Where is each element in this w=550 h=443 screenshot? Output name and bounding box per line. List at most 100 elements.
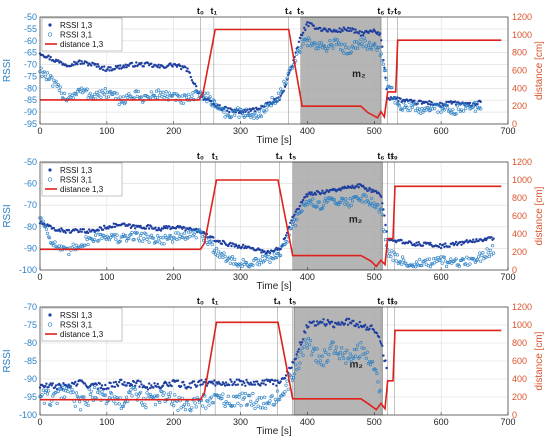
data-point	[47, 236, 52, 240]
data-point	[253, 110, 257, 114]
data-point	[108, 89, 113, 93]
data-point	[95, 65, 98, 68]
data-point	[70, 93, 74, 98]
data-point	[158, 240, 162, 244]
data-point	[414, 244, 417, 247]
data-point	[66, 389, 70, 394]
data-point	[195, 85, 198, 88]
data-point	[426, 101, 429, 104]
event-label: t₆	[377, 296, 384, 306]
data-point	[262, 402, 266, 406]
data-point	[448, 108, 452, 112]
data-point	[311, 197, 315, 201]
data-point	[320, 206, 325, 210]
data-point	[73, 382, 76, 386]
data-point	[198, 90, 203, 94]
data-point	[124, 239, 129, 243]
x-tick-label: 500	[367, 417, 382, 427]
data-point	[117, 402, 121, 406]
data-point	[80, 86, 84, 90]
data-point	[324, 196, 328, 200]
data-point	[98, 232, 102, 237]
data-point	[268, 380, 272, 384]
data-point	[74, 92, 78, 97]
data-point	[249, 115, 253, 119]
data-point	[336, 323, 339, 326]
data-point	[365, 328, 368, 331]
data-point	[263, 110, 267, 114]
data-point	[209, 395, 213, 399]
data-point	[314, 193, 318, 196]
data-point	[55, 387, 59, 391]
data-point	[260, 254, 265, 258]
data-point	[322, 318, 325, 321]
data-point	[359, 34, 363, 37]
shaded-region-label: m₂	[352, 69, 365, 80]
data-point	[307, 24, 310, 28]
data-point	[166, 227, 169, 230]
data-point	[53, 386, 57, 389]
data-point	[263, 250, 266, 253]
data-point	[194, 236, 198, 240]
data-point	[189, 75, 192, 79]
data-point	[130, 231, 134, 235]
data-point	[68, 385, 72, 389]
y-left-tick-label: -95	[24, 392, 37, 402]
y-left-tick-label: -90	[24, 243, 37, 253]
data-point	[298, 361, 302, 365]
data-point	[296, 350, 299, 353]
data-point	[337, 321, 340, 324]
data-point	[233, 404, 237, 408]
data-point	[81, 395, 85, 399]
data-point	[132, 224, 136, 227]
data-point	[459, 240, 462, 244]
data-point	[218, 104, 221, 107]
data-point	[366, 200, 371, 204]
data-point	[251, 113, 255, 117]
y-left-tick-label: -60	[24, 36, 37, 46]
event-label: t₄	[276, 151, 283, 161]
data-point	[195, 90, 199, 94]
data-point	[44, 227, 49, 231]
data-point	[328, 322, 332, 325]
data-point	[290, 222, 295, 227]
data-point	[145, 386, 149, 389]
event-label: t₉	[391, 151, 398, 161]
data-point	[252, 116, 256, 120]
data-point	[425, 257, 429, 261]
data-point	[360, 200, 364, 204]
data-point	[398, 260, 403, 264]
data-point	[114, 402, 118, 406]
data-point	[128, 391, 132, 395]
data-point	[410, 241, 413, 244]
data-point	[107, 227, 110, 230]
data-point	[478, 251, 482, 255]
data-point	[442, 243, 445, 246]
data-point	[465, 239, 468, 242]
data-point	[363, 200, 367, 204]
data-point	[349, 27, 352, 30]
data-point	[117, 102, 121, 106]
x-axis-label: Time [s]	[256, 135, 291, 146]
data-point	[295, 52, 299, 56]
y-right-tick-label: 400	[512, 83, 527, 93]
data-point	[86, 403, 90, 408]
data-point	[267, 252, 271, 256]
data-point	[283, 377, 287, 380]
data-point	[264, 406, 268, 410]
data-point	[371, 360, 375, 364]
data-point	[276, 379, 279, 382]
data-point	[371, 30, 374, 33]
data-point	[183, 226, 186, 229]
data-point	[393, 253, 397, 257]
data-point	[85, 238, 89, 242]
data-point	[477, 255, 481, 259]
data-point	[144, 227, 148, 230]
data-point	[83, 382, 87, 385]
shaded-region-label: m₂	[350, 359, 363, 370]
data-point	[275, 246, 278, 250]
data-point	[337, 357, 342, 361]
data-point	[326, 359, 330, 363]
legend-marker-rssi-1-3	[48, 23, 52, 27]
data-point	[319, 26, 322, 30]
